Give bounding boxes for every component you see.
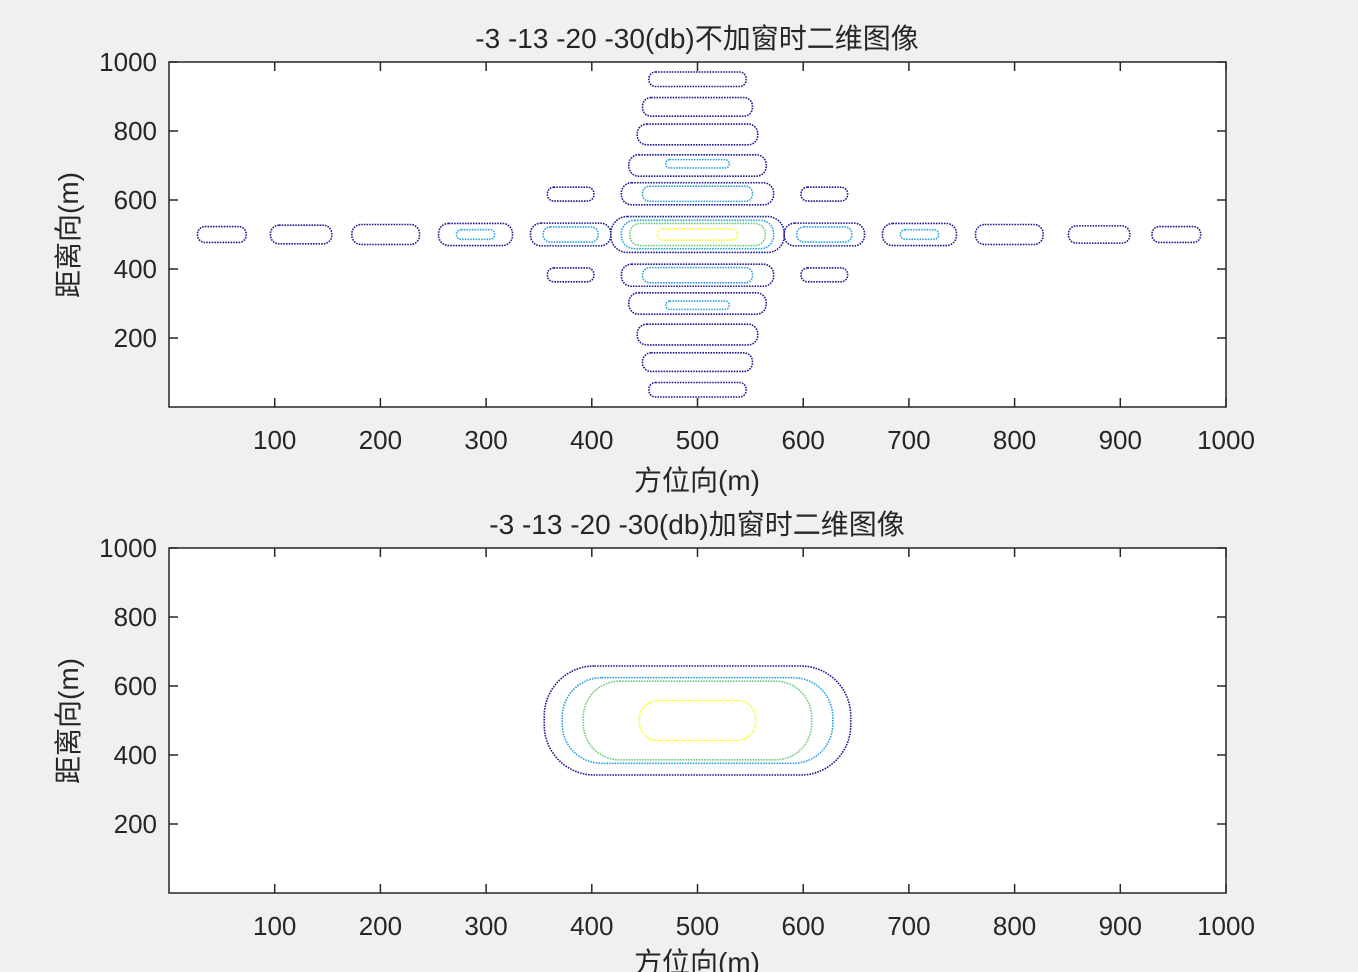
contour-line-level-minus30-top [351, 223, 421, 246]
x-axis-label-bottom: 方位向(m) [634, 947, 760, 972]
axes-top-frame [168, 61, 1227, 408]
x-tick-label-bottom: 900 [1099, 911, 1142, 941]
contour-line-level-minus30-top [641, 352, 754, 373]
contour-line-level-minus30-top [546, 186, 595, 202]
contour-plot-bottom [543, 665, 852, 776]
y-tick-label-top: 800 [114, 116, 157, 146]
chart-title-bottom: -3 -13 -20 -30(db)加窗时二维图像 [489, 509, 904, 540]
x-tick-label-top: 200 [359, 425, 402, 455]
y-axis-label-top: 距离向(m) [53, 172, 84, 298]
y-tick-label-bottom: 600 [114, 671, 157, 701]
x-tick-label-top: 500 [676, 425, 719, 455]
contour-line-level-minus20-top [455, 228, 496, 241]
contour-line-level-minus30-top [648, 71, 747, 88]
contour-line-level-minus30-top [974, 223, 1044, 246]
contour-line-level-minus30-top [783, 222, 866, 247]
x-tick-label-top: 300 [464, 425, 507, 455]
y-tick-label-bottom: 800 [114, 602, 157, 632]
x-tick-label-bottom: 1000 [1197, 911, 1255, 941]
contour-line-level-minus30-top [627, 154, 768, 177]
contour-line-level-minus20-top [620, 219, 775, 250]
y-tick-label-top: 200 [114, 323, 157, 353]
contour-line-level-minus30-top [641, 96, 754, 117]
x-axis-label-top: 方位向(m) [634, 465, 760, 496]
contour-line-level-minus30-top [437, 222, 514, 247]
x-tick-label-top: 400 [570, 425, 613, 455]
axes-top: -3 -13 -20 -30(db)不加窗时二维图像 方位向(m) 距离向(m)… [53, 23, 1255, 496]
contour-line-level-minus30-top [269, 224, 333, 245]
axes-top-ticks: 100 200 300 400 500 600 700 800 900 1000 200 400 600… [99, 47, 1255, 455]
contour-line-level-minus30-top [800, 267, 849, 283]
x-tick-label-bottom: 700 [887, 911, 930, 941]
contour-line-level-minus20-top [664, 300, 731, 311]
contour-line-level-minus20-top [542, 226, 599, 243]
contour-line-level-minus30-top [636, 323, 759, 346]
y-tick-label-bottom: 1000 [99, 533, 157, 563]
contour-line-level-minus30-top [1151, 225, 1202, 244]
axes-bottom: -3 -13 -20 -30(db)加窗时二维图像 方位向(m) 距离向(m) … [53, 509, 1255, 972]
x-tick-label-bottom: 400 [570, 911, 613, 941]
contour-line-level-minus30-top [627, 292, 768, 315]
x-tick-label-bottom: 200 [359, 911, 402, 941]
chart-title-top: -3 -13 -20 -30(db)不加窗时二维图像 [475, 23, 918, 54]
contour-line-level-minus20-top [899, 228, 940, 241]
x-tick-label-top: 1000 [1197, 425, 1255, 455]
contour-line-level-minus30-top [546, 267, 595, 283]
x-tick-label-bottom: 500 [676, 911, 719, 941]
contour-line-level-minus30-top [800, 186, 849, 202]
contour-line-level-minus30-top [620, 181, 775, 206]
y-tick-label-bottom: 200 [114, 809, 157, 839]
contour-plot-top [196, 71, 1202, 398]
y-tick-label-top: 400 [114, 254, 157, 284]
contour-line-level-minus13-bottom [582, 680, 813, 761]
contour-line-level-minus20-bottom [561, 676, 834, 765]
x-tick-label-top: 900 [1099, 425, 1142, 455]
x-tick-label-bottom: 600 [782, 911, 825, 941]
contour-line-level-minus30-top [1067, 225, 1131, 244]
x-tick-label-top: 700 [887, 425, 930, 455]
y-tick-label-top: 600 [114, 185, 157, 215]
y-axis-label-bottom: 距离向(m) [53, 658, 84, 784]
x-tick-label-bottom: 800 [993, 911, 1036, 941]
contour-line-level-minus30-top [529, 222, 612, 247]
contour-line-level-minus30-top [636, 123, 759, 146]
y-tick-label-bottom: 400 [114, 740, 157, 770]
x-tick-label-bottom: 100 [253, 911, 296, 941]
x-tick-label-top: 800 [993, 425, 1036, 455]
axes-bottom-ticks: 100 200 300 400 500 600 700 800 900 1000 200 400 600… [99, 533, 1255, 941]
contour-line-level-minus20-top [664, 158, 731, 169]
contour-line-level-minus30-top [881, 222, 958, 247]
contour-line-level-minus20-top [796, 226, 853, 243]
axes-bottom-frame [168, 547, 1227, 894]
contour-line-level-minus30-bottom [543, 665, 852, 776]
contour-line-level-minus30-top [648, 381, 747, 398]
x-tick-label-bottom: 300 [464, 911, 507, 941]
contour-line-level-minus30-top [620, 263, 775, 288]
contour-line-level-minus30-top [196, 225, 247, 244]
x-tick-label-top: 100 [253, 425, 296, 455]
y-tick-label-top: 1000 [99, 47, 157, 77]
contour-line-level-minus13-top [629, 222, 766, 247]
x-tick-label-top: 600 [782, 425, 825, 455]
contour-line-level-minus3-bottom [638, 699, 757, 742]
contour-line-level-minus3-top [656, 228, 739, 241]
